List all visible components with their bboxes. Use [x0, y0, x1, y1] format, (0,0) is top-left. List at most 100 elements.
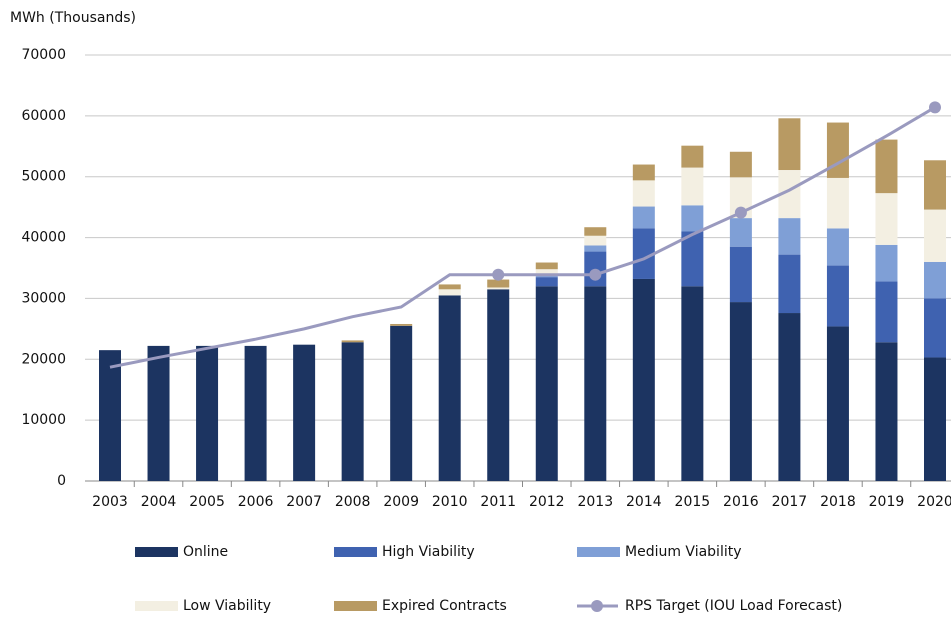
- legend-swatch: [135, 601, 178, 611]
- x-tick-label: 2003: [92, 494, 128, 510]
- bar-segment: [875, 244, 898, 282]
- line-series: [109, 106, 936, 369]
- bar-segment: [681, 167, 704, 206]
- bar-segment: [924, 357, 946, 481]
- bar-segment: [196, 345, 219, 481]
- bar-segment: [826, 265, 849, 327]
- bar-segment: [826, 177, 849, 229]
- y-tick-label: 0: [57, 473, 66, 489]
- bar-segment: [535, 269, 558, 275]
- y-tick-label: 10000: [21, 412, 66, 428]
- bar-segment: [584, 245, 607, 252]
- bar-segment: [390, 323, 413, 326]
- bar-segment: [924, 209, 946, 262]
- y-axis-label: MWh (Thousands): [10, 10, 136, 26]
- bar-segment: [147, 345, 170, 481]
- x-tick-label: 2015: [675, 494, 711, 510]
- bar-segment: [341, 342, 364, 481]
- x-tick-label: 2011: [480, 494, 516, 510]
- legend-label: High Viability: [382, 544, 475, 560]
- legend-label: Online: [183, 544, 228, 560]
- bar-segment: [778, 118, 801, 171]
- bar-segment: [729, 246, 752, 303]
- x-tick-label: 2008: [335, 494, 371, 510]
- bar-segment: [924, 261, 946, 299]
- bar-segment: [438, 295, 461, 481]
- legend-label: Low Viability: [183, 598, 271, 614]
- bar-segment: [487, 289, 510, 481]
- x-tick-label: 2016: [723, 494, 759, 510]
- bar-segment: [875, 193, 898, 245]
- bar-segment: [632, 278, 655, 481]
- legend-swatch: [334, 601, 377, 611]
- legend-swatch: [334, 547, 377, 557]
- x-tick-label: 2017: [772, 494, 808, 510]
- bar-segment: [729, 302, 752, 481]
- bar-segment: [875, 281, 898, 343]
- bar-segment: [778, 170, 801, 219]
- x-tick-label: 2005: [189, 494, 225, 510]
- x-tick-label: 2006: [238, 494, 274, 510]
- legend-label: RPS Target (IOU Load Forecast): [625, 598, 842, 614]
- bar-segment: [632, 206, 655, 229]
- bar-segment: [438, 284, 461, 290]
- bar-segment: [293, 344, 316, 481]
- bar-segment: [778, 218, 801, 255]
- bar-segment: [438, 289, 461, 296]
- bar-segment: [584, 227, 607, 236]
- bar-segment: [681, 231, 704, 287]
- bar-segment: [535, 286, 558, 481]
- bar-segment: [681, 205, 704, 232]
- bar-segment: [99, 350, 121, 481]
- bar-segment: [584, 286, 607, 481]
- bar-segment: [826, 122, 849, 178]
- bar-segment: [487, 279, 510, 288]
- bar-segment: [729, 177, 752, 219]
- legend-marker: [591, 600, 603, 612]
- line-marker: [589, 268, 602, 281]
- y-tick-label: 40000: [21, 230, 66, 246]
- bar-segment: [778, 313, 801, 481]
- bar-segment: [584, 235, 607, 246]
- bar-segment: [681, 145, 704, 168]
- legend-swatch: [135, 547, 178, 557]
- y-tick-label: 50000: [21, 169, 66, 185]
- x-tick-label: 2020: [917, 494, 951, 510]
- bar-segment: [826, 228, 849, 266]
- legend-swatch: [577, 547, 620, 557]
- bar-segment: [632, 180, 655, 207]
- bar-segment: [632, 164, 655, 181]
- line-marker: [929, 101, 941, 114]
- bar-segment: [535, 277, 558, 287]
- bar-segment: [487, 287, 510, 290]
- bar-segment: [341, 340, 364, 343]
- x-tick-label: 2009: [383, 494, 419, 510]
- x-tick-label: 2014: [626, 494, 662, 510]
- legend-label: Expired Contracts: [382, 598, 507, 614]
- bar-segment: [729, 218, 752, 247]
- y-tick-label: 30000: [21, 290, 66, 306]
- bar-segment: [681, 286, 704, 481]
- x-tick-label: 2018: [820, 494, 856, 510]
- bar-segment: [390, 325, 413, 481]
- x-tick-label: 2007: [286, 494, 322, 510]
- x-tick-label: 2019: [869, 494, 905, 510]
- x-tick-label: 2010: [432, 494, 468, 510]
- bar-segment: [729, 151, 752, 178]
- x-tick-label: 2004: [141, 494, 177, 510]
- bar-segment: [875, 342, 898, 481]
- line-marker: [734, 206, 747, 219]
- bar-segment: [924, 160, 946, 210]
- bar-segment: [778, 254, 801, 314]
- y-tick-label: 20000: [21, 351, 66, 367]
- bar-segment: [535, 262, 558, 270]
- bar-segment: [244, 345, 267, 481]
- bar-segment: [875, 139, 898, 194]
- y-tick-label: 70000: [21, 47, 66, 63]
- bar-segment: [632, 228, 655, 279]
- legend-label: Medium Viability: [625, 544, 742, 560]
- bar-segment: [826, 326, 849, 481]
- bar-segment: [924, 298, 946, 358]
- y-tick-label: 60000: [21, 108, 66, 124]
